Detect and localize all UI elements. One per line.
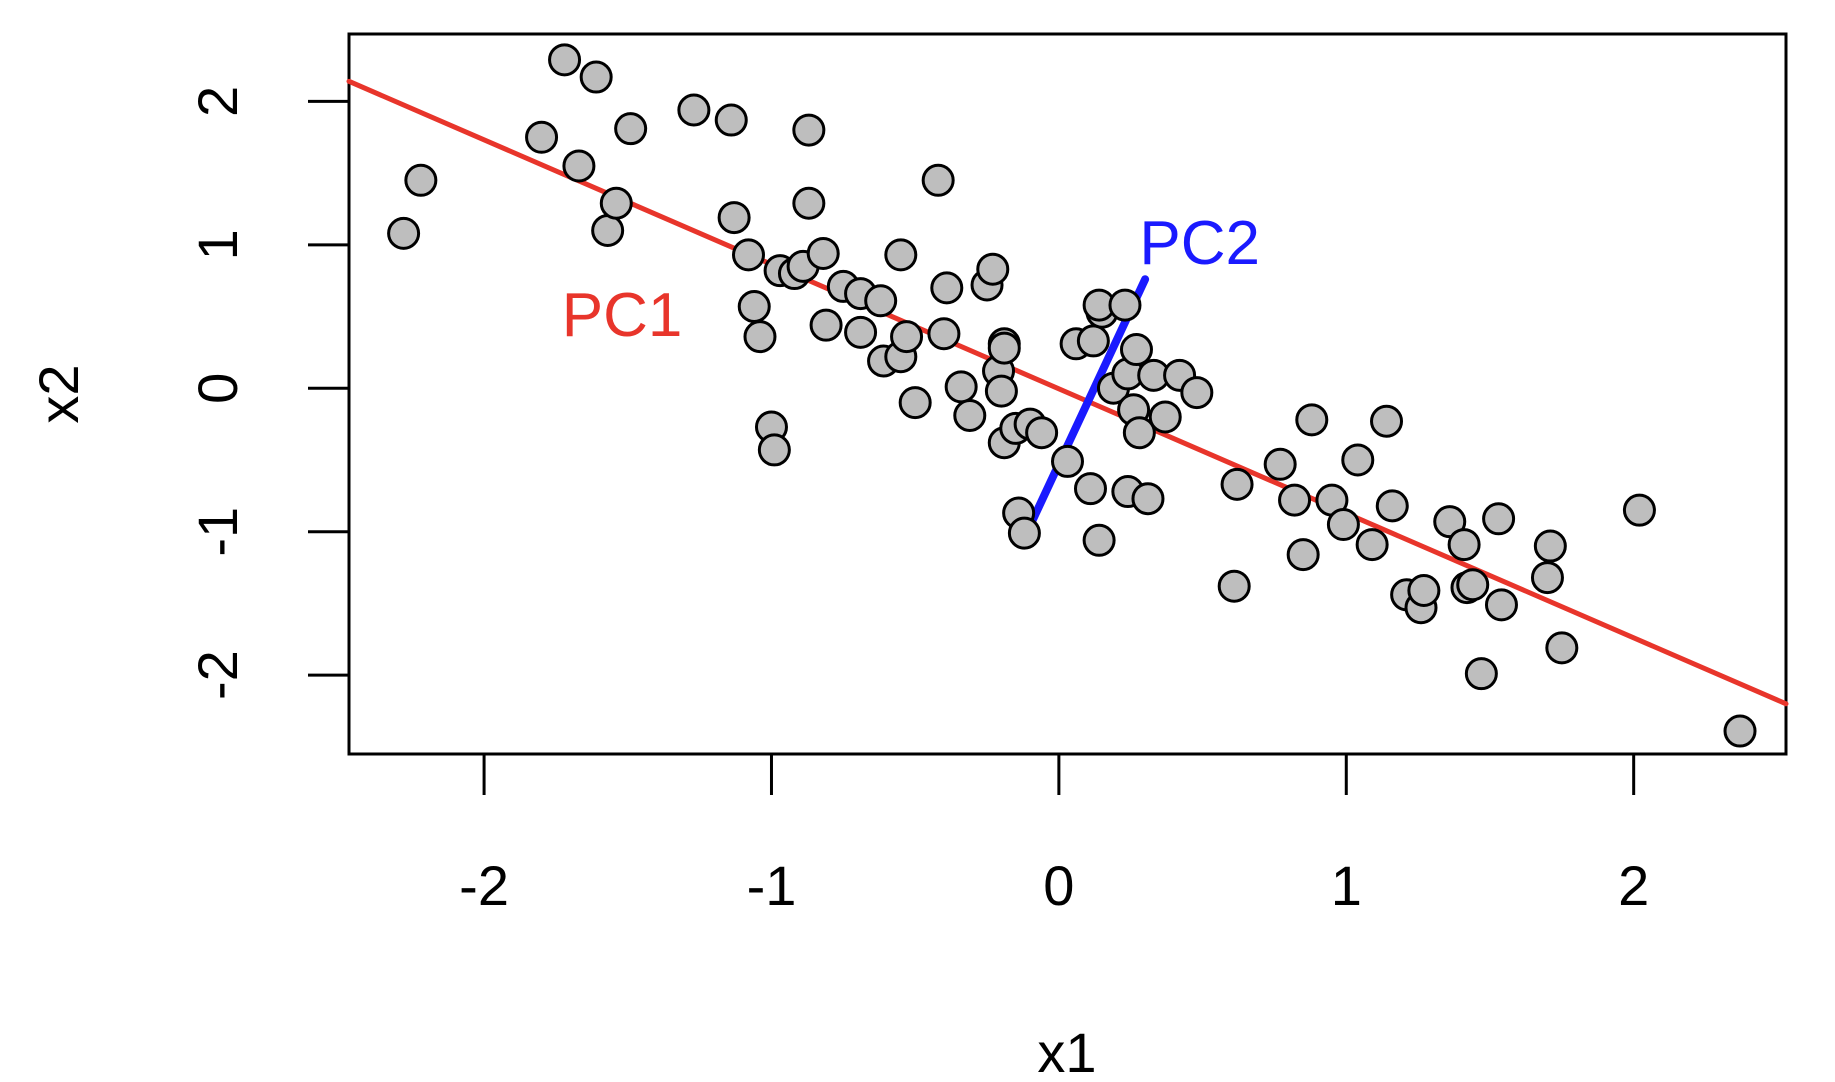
data-point: [614, 112, 648, 146]
data-point: [1723, 714, 1757, 748]
data-point: [387, 216, 421, 250]
data-point: [1286, 538, 1320, 572]
data-point: [890, 320, 924, 354]
data-point: [1622, 493, 1656, 527]
data-point: [1148, 400, 1182, 434]
y-tick-label: -1: [186, 507, 249, 557]
data-point: [944, 370, 978, 404]
x-axis: -2 -1 0 1 2: [459, 752, 1649, 917]
data-point: [1180, 376, 1214, 410]
data-point: [1025, 416, 1059, 450]
x-axis-label: x1: [1037, 1021, 1096, 1077]
y-tick-label: 0: [186, 373, 249, 404]
x-tick-label: -2: [459, 854, 509, 917]
data-point: [737, 290, 771, 324]
y-tick-label: 1: [186, 229, 249, 260]
data-point: [1263, 447, 1297, 481]
data-point: [864, 284, 898, 318]
y-tick-label: 2: [186, 86, 249, 117]
data-point: [844, 315, 878, 349]
pc2-annotation: PC2: [1139, 209, 1260, 278]
data-point: [806, 236, 840, 270]
data-point: [1108, 288, 1142, 322]
data-point: [1370, 404, 1404, 438]
data-point: [1456, 568, 1490, 602]
data-point: [562, 149, 596, 183]
data-point: [591, 213, 625, 247]
data-point: [976, 252, 1010, 286]
data-point: [579, 60, 613, 94]
data-point: [1530, 561, 1564, 595]
y-axis: -2 -1 0 1 2: [186, 86, 351, 700]
data-point: [1073, 472, 1107, 506]
data-point: [757, 433, 791, 467]
y-tick-label: -2: [186, 650, 249, 700]
data-point: [1482, 502, 1516, 536]
data-point: [404, 163, 438, 197]
data-point: [1295, 403, 1329, 437]
data-point: [1341, 443, 1375, 477]
x-tick-label: 2: [1618, 854, 1649, 917]
data-point: [930, 271, 964, 305]
data-point: [1278, 483, 1312, 517]
data-point: [809, 308, 843, 342]
data-point: [792, 186, 826, 220]
data-point: [1007, 516, 1041, 550]
data-point: [1051, 444, 1084, 478]
data-point: [987, 331, 1021, 365]
data-point: [1484, 588, 1518, 622]
x-tick-label: 1: [1331, 854, 1362, 917]
data-point: [921, 163, 955, 197]
data-point: [717, 201, 751, 235]
data-point: [525, 120, 559, 154]
data-point: [1355, 528, 1389, 562]
data-point: [599, 186, 633, 220]
data-point: [548, 43, 582, 77]
pc1-line: [346, 78, 1789, 707]
data-point: [714, 103, 748, 137]
data-point: [1326, 508, 1360, 542]
data-point: [743, 320, 777, 354]
data-point: [731, 238, 765, 272]
data-point: [1375, 489, 1409, 523]
y-axis-label: x2: [27, 364, 90, 423]
data-points: [387, 43, 1757, 748]
x-tick-label: -1: [747, 854, 797, 917]
data-point: [953, 399, 987, 433]
data-point: [1122, 416, 1156, 450]
data-point: [1217, 569, 1251, 603]
data-point: [1464, 657, 1498, 691]
data-point: [1447, 528, 1481, 562]
data-point: [677, 93, 711, 127]
data-point: [1533, 529, 1567, 563]
data-point: [1220, 467, 1254, 501]
pc1-annotation: PC1: [562, 281, 683, 350]
data-point: [1082, 523, 1116, 557]
data-point: [927, 317, 961, 351]
data-point: [1545, 631, 1579, 665]
x-tick-label: 0: [1043, 854, 1074, 917]
data-point: [1119, 333, 1153, 367]
data-point: [884, 238, 918, 272]
annotations: PC1 PC2: [562, 209, 1260, 350]
data-point: [898, 386, 932, 420]
data-point: [1131, 482, 1165, 516]
data-point: [1076, 324, 1110, 358]
data-point: [984, 374, 1018, 408]
data-point: [1407, 573, 1441, 607]
data-point: [792, 113, 826, 147]
